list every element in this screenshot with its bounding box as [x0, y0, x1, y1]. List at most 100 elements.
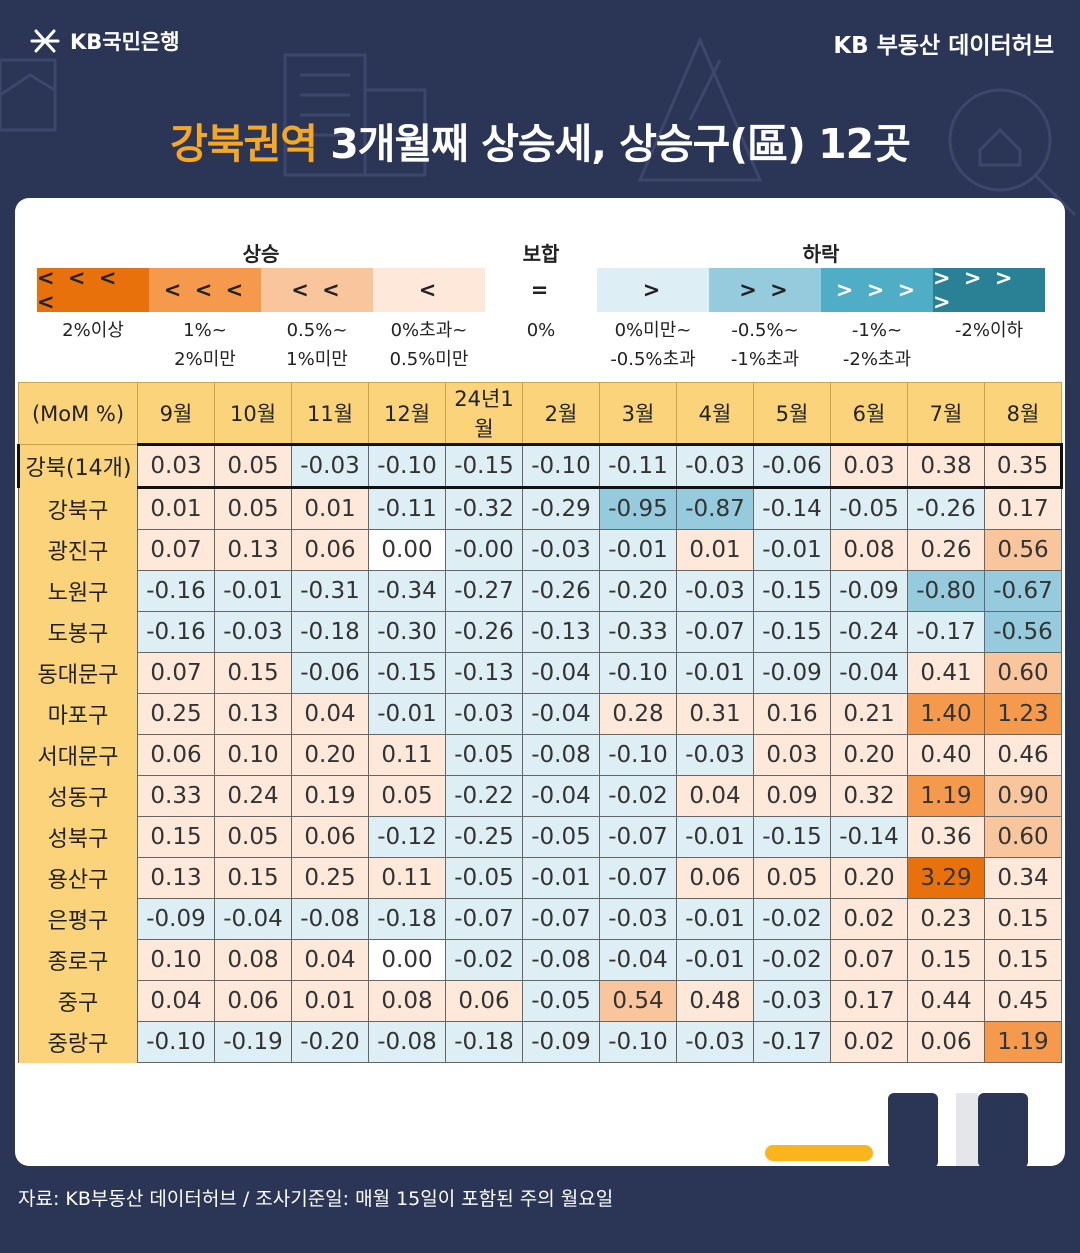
legend-desc-line: 0.5%~: [286, 320, 348, 341]
heatmap-cell: 0.45: [984, 980, 1062, 1022]
heatmap-cell: -0.09: [522, 1021, 600, 1063]
heatmap-cell: -0.03: [291, 443, 369, 489]
heatmap-cell: 0.15: [984, 898, 1062, 940]
heatmap-cell: 0.05: [753, 857, 831, 899]
heatmap-cell: -0.05: [830, 487, 908, 530]
heatmap-cell: 0.08: [214, 939, 292, 981]
heatmap-cell: -0.03: [522, 529, 600, 571]
heatmap-cell: 0.03: [830, 443, 908, 489]
heatmap-cell: 0.01: [291, 980, 369, 1022]
legend-desc-line: -2%이하: [954, 320, 1024, 341]
heatmap-cell: 0.13: [214, 529, 292, 571]
heatmap-cell: 0.44: [907, 980, 985, 1022]
heatmap-cell: -0.09: [830, 570, 908, 612]
heatmap-cell: 0.05: [214, 487, 292, 530]
heatmap-cell: -0.14: [753, 487, 831, 530]
heatmap-cell: 0.26: [907, 529, 985, 571]
table-row: 광진구 0.07 0.13 0.06 0.00 -0.00 -0.03 -0.01 0.01 -0…: [18, 529, 1062, 571]
heatmap-cell: 0.07: [137, 652, 215, 694]
heatmap-cell: 0.23: [907, 898, 985, 940]
heatmap-cell: -0.15: [753, 570, 831, 612]
heatmap-cell: -0.33: [599, 611, 677, 653]
heatmap-cell: -0.11: [599, 443, 677, 489]
heatmap-cell: -0.07: [599, 857, 677, 899]
heatmap-table: (MoM %) 9월 10월 11월 12월 24년1월 2월 3월 4월 5월 6월 7월 8월 강북…: [17, 382, 1063, 1063]
heatmap-cell: 0.03: [137, 443, 215, 489]
heatmap-cell: 0.56: [984, 529, 1062, 571]
heatmap-cell: -0.09: [753, 652, 831, 694]
heatmap-cell: -0.16: [137, 570, 215, 612]
heatmap-cell: 0.05: [214, 816, 292, 858]
heatmap-cell: -0.03: [445, 693, 523, 735]
heatmap-cell: 0.24: [214, 775, 292, 817]
heatmap-cell: -0.13: [522, 611, 600, 653]
heatmap-cell: -0.06: [291, 652, 369, 694]
row-label: 종로구: [18, 939, 138, 981]
heatmap-cell: 0.20: [830, 857, 908, 899]
heatmap-cell: 0.90: [984, 775, 1062, 817]
heatmap-cell: -0.02: [753, 939, 831, 981]
heatmap-cell: -0.17: [907, 611, 985, 653]
column-header: 6월: [830, 382, 908, 445]
heatmap-cell: 0.25: [137, 693, 215, 735]
title-highlight: 강북권역: [170, 120, 318, 168]
heatmap-cell: -0.05: [522, 816, 600, 858]
table-row: 성동구 0.33 0.24 0.19 0.05 -0.22 -0.04 -0.02 0.04 0.…: [18, 775, 1062, 817]
heatmap-cell: 0.25: [291, 857, 369, 899]
heatmap-cell: -0.05: [445, 857, 523, 899]
heatmap-cell: -0.56: [984, 611, 1062, 653]
heatmap-cell: -0.03: [214, 611, 292, 653]
table-row: 종로구 0.10 0.08 0.04 0.00 -0.02 -0.08 -0.04 -0.01-…: [18, 939, 1062, 981]
legend-desc: 1%~ 2%미만: [149, 316, 261, 374]
heatmap-cell: -0.31: [291, 570, 369, 612]
legend-desc-line: 0%: [526, 320, 556, 341]
heatmap-cell: 0.08: [368, 980, 446, 1022]
heatmap-cell: 0.01: [291, 487, 369, 530]
heatmap-cell: -0.04: [830, 652, 908, 694]
heatmap-cell: 0.10: [137, 939, 215, 981]
legend-swatch: <: [373, 268, 485, 312]
legend-swatches: < < < < < < < < < < = > > > > > > > > > >: [37, 266, 1045, 314]
column-header: 8월: [984, 382, 1062, 445]
heatmap-cell: -0.32: [445, 487, 523, 530]
heatmap-cell: 0.34: [984, 857, 1062, 899]
corner-label: (MoM %): [18, 382, 138, 445]
heatmap-cell: -0.05: [445, 734, 523, 776]
heatmap-cell: 0.00: [368, 529, 446, 571]
row-label: 용산구: [18, 857, 138, 899]
heatmap-cell: -0.15: [445, 443, 523, 489]
heatmap-cell: -0.26: [907, 487, 985, 530]
heatmap-cell: -0.01: [676, 939, 754, 981]
legend-desc-line: -2%초과: [842, 349, 912, 370]
heatmap-cell: 0.48: [676, 980, 754, 1022]
heatmap-cell: 0.33: [137, 775, 215, 817]
heatmap-cell: 0.20: [830, 734, 908, 776]
title-rest: 3개월째 상승세, 상승구(區) 12곳: [316, 120, 911, 168]
heatmap-cell: -0.02: [753, 898, 831, 940]
brand-left-text: KB국민은행: [70, 30, 180, 54]
heatmap-cell: 1.19: [907, 775, 985, 817]
heatmap-cell: 0.06: [907, 1021, 985, 1063]
legend-swatch: =: [485, 268, 597, 312]
heatmap-cell: 0.35: [984, 443, 1063, 489]
heatmap-cell: 0.04: [291, 939, 369, 981]
heatmap-cell: 0.17: [984, 487, 1062, 530]
heatmap-cell: -0.03: [599, 898, 677, 940]
heatmap-cell: -0.08: [291, 898, 369, 940]
column-header: 24년1월: [445, 382, 523, 445]
table-row: 노원구 -0.16 -0.01 -0.31 -0.34 -0.27 -0.26 -0.20 -0…: [18, 570, 1062, 612]
heatmap-cell: -0.04: [522, 693, 600, 735]
legend-desc: -0.5%~ -1%초과: [709, 316, 821, 374]
heatmap-cell: 1.23: [984, 693, 1062, 735]
column-header: 12월: [368, 382, 446, 445]
heatmap-cell: -0.03: [676, 570, 754, 612]
legend-desc: 0%초과~ 0.5%미만: [373, 316, 485, 374]
heatmap-cell: 0.54: [599, 980, 677, 1022]
heatmap-cell: 0.17: [830, 980, 908, 1022]
heatmap-cell: -0.10: [368, 443, 446, 489]
heatmap-cell: -0.18: [445, 1021, 523, 1063]
heatmap-cell: -0.16: [137, 611, 215, 653]
table-row: 용산구 0.13 0.15 0.25 0.11 -0.05 -0.01 -0.07 0.06 0.…: [18, 857, 1062, 899]
heatmap-cell: -0.11: [368, 487, 446, 530]
heatmap-cell: -0.29: [522, 487, 600, 530]
